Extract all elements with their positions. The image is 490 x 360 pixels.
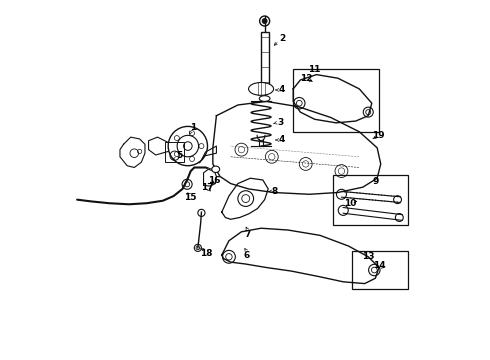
Bar bbox=[352, 251, 408, 289]
Text: 15: 15 bbox=[184, 193, 197, 202]
Bar bbox=[261, 32, 269, 87]
Text: 3: 3 bbox=[277, 118, 283, 127]
Ellipse shape bbox=[212, 166, 220, 172]
Polygon shape bbox=[148, 137, 168, 155]
Polygon shape bbox=[222, 228, 379, 284]
Text: 10: 10 bbox=[344, 199, 357, 208]
Ellipse shape bbox=[259, 96, 270, 102]
Text: 17: 17 bbox=[201, 183, 214, 192]
Polygon shape bbox=[120, 137, 145, 167]
Text: 4: 4 bbox=[279, 85, 285, 94]
Bar bbox=[293, 69, 379, 132]
Polygon shape bbox=[342, 192, 400, 203]
Bar bbox=[165, 143, 184, 162]
Polygon shape bbox=[203, 169, 217, 186]
Text: 12: 12 bbox=[300, 74, 313, 83]
Circle shape bbox=[262, 18, 267, 23]
Polygon shape bbox=[343, 207, 402, 220]
Text: 1: 1 bbox=[190, 123, 196, 132]
Polygon shape bbox=[199, 146, 217, 163]
Text: 18: 18 bbox=[200, 249, 213, 258]
Text: 13: 13 bbox=[362, 252, 374, 261]
Text: 16: 16 bbox=[208, 176, 221, 185]
Text: 4: 4 bbox=[279, 135, 285, 144]
Text: 5: 5 bbox=[176, 151, 182, 160]
Text: 6: 6 bbox=[244, 251, 250, 260]
Ellipse shape bbox=[248, 82, 273, 95]
Polygon shape bbox=[293, 75, 372, 123]
Text: 7: 7 bbox=[245, 230, 251, 239]
Text: 19: 19 bbox=[371, 131, 384, 140]
Text: 2: 2 bbox=[279, 35, 286, 44]
Polygon shape bbox=[213, 102, 381, 194]
Text: 9: 9 bbox=[373, 177, 379, 186]
Text: 8: 8 bbox=[272, 187, 278, 196]
Bar bbox=[333, 175, 408, 225]
Text: 11: 11 bbox=[308, 65, 321, 74]
Text: 14: 14 bbox=[373, 261, 385, 270]
Polygon shape bbox=[222, 178, 268, 219]
